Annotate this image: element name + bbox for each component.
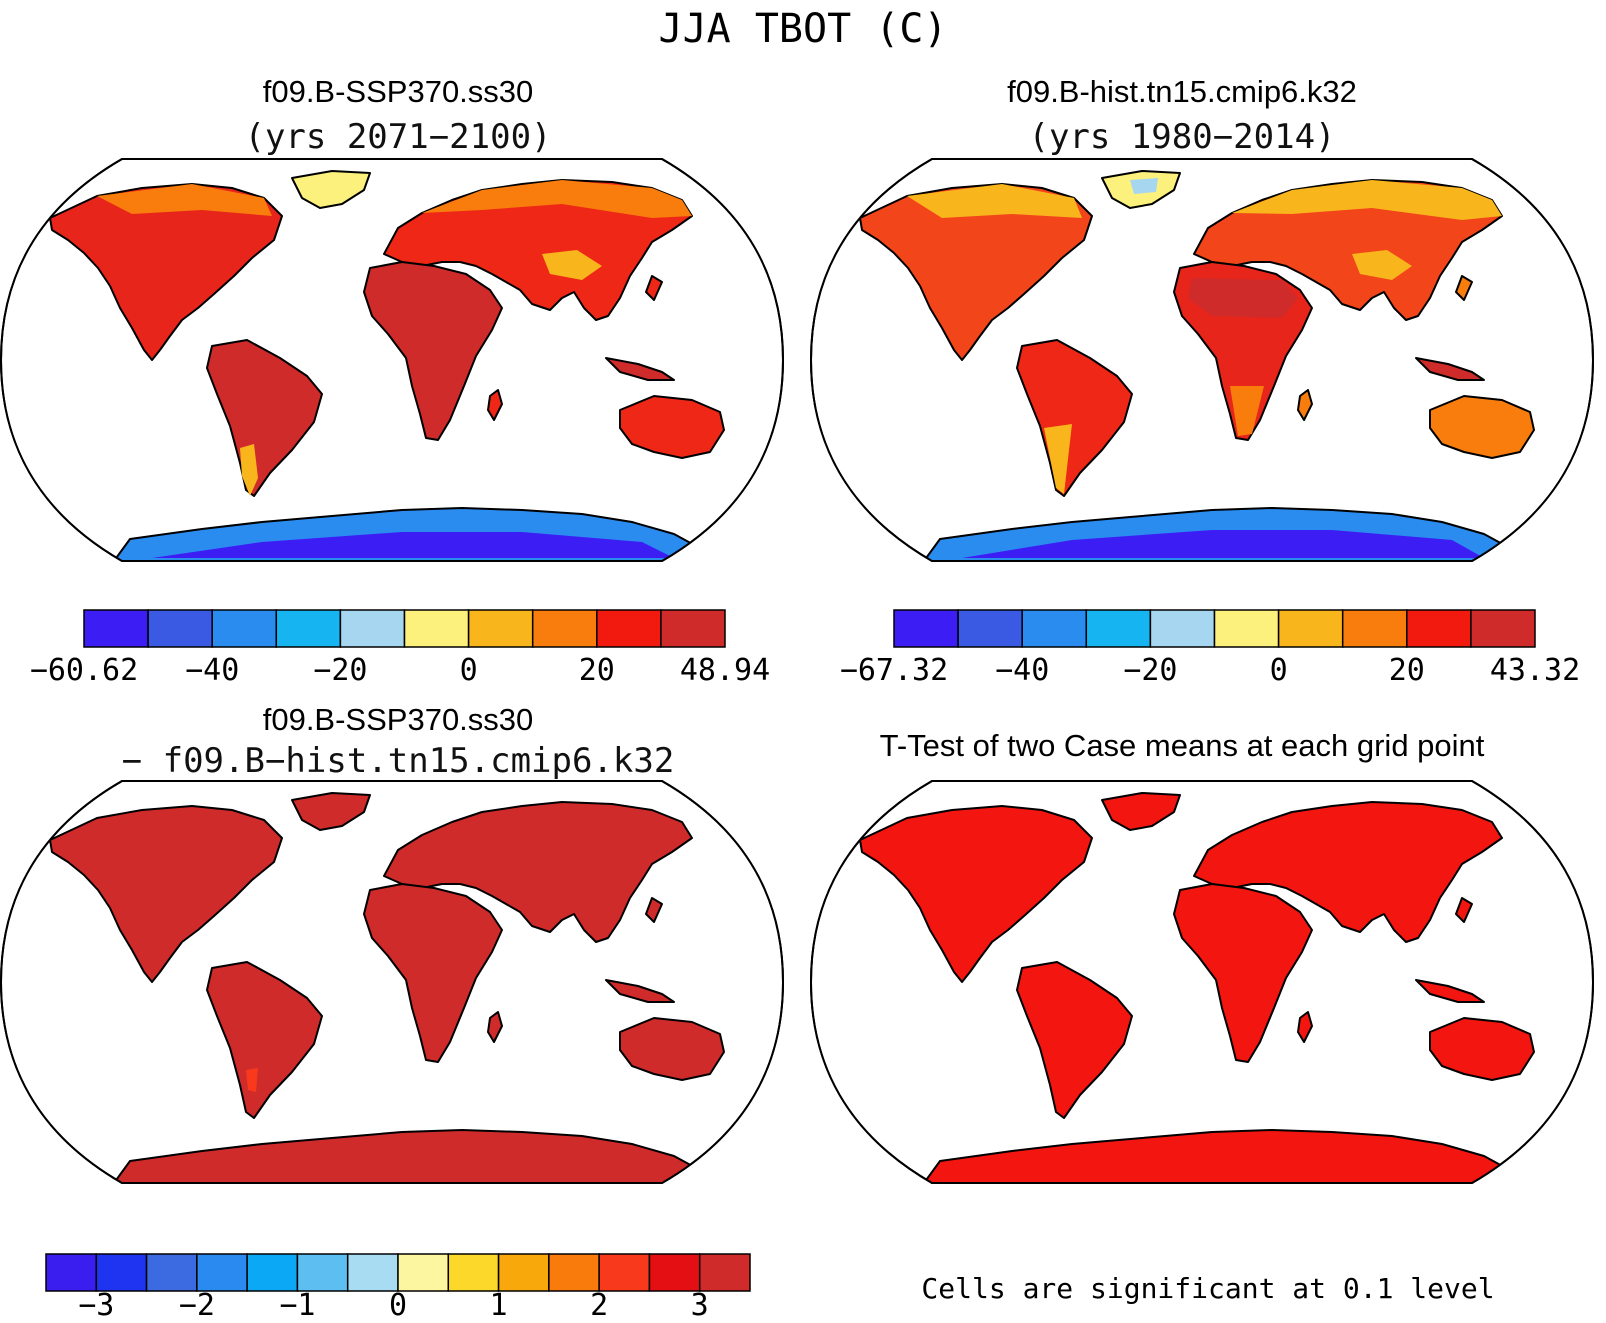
colorbar-box (246, 1253, 299, 1292)
colorbar-tick-label: 48.94 (680, 653, 770, 688)
colorbar-box (893, 609, 959, 648)
colorbar-box (145, 1253, 198, 1292)
colorbar-box (147, 609, 213, 648)
colorbar-tick-label: 0 (389, 1288, 407, 1323)
contour-canada-north (907, 184, 1082, 218)
colorbar-box (45, 1253, 98, 1292)
panel-title: T-Test of two Case means at each grid po… (880, 728, 1485, 763)
colorbar-box (648, 1253, 701, 1292)
colorbar-tick-label: −3 (78, 1288, 114, 1323)
colorbar-box (339, 609, 406, 648)
colorbar-tick-label: −20 (313, 653, 367, 688)
colorbar-box (83, 609, 149, 648)
contour-antarctic-interior (152, 532, 674, 558)
panel-subtitle: − f09.B−hist.tn15.cmip6.k32 (122, 741, 675, 781)
panel-case1: f09.B-SSP370.ss30 (yrs 2071−2100) (0, 74, 784, 688)
colorbar-box (275, 609, 342, 648)
contour-patagonia (1044, 424, 1072, 494)
panel-title: f09.B-SSP370.ss30 (263, 74, 534, 109)
contour-arctic-band (1232, 180, 1502, 220)
colorbar-tick-label: 20 (579, 653, 615, 688)
colorbar-box (296, 1253, 349, 1292)
colorbar-box (467, 609, 534, 648)
colorbar-tick-label: −60.62 (30, 653, 138, 688)
panel-case2: f09.B-hist.tn15.cmip6.k32 (yrs 1980−2014… (810, 74, 1594, 688)
colorbar-tick-label: −40 (185, 653, 239, 688)
contour-sahara (1188, 278, 1298, 318)
colorbar-box (211, 609, 278, 648)
colorbar-box (1149, 609, 1216, 648)
panel-title: f09.B-SSP370.ss30 (263, 702, 534, 737)
colorbar-box (397, 1253, 450, 1292)
panel-subtitle: (yrs 2071−2100) (244, 117, 551, 157)
colorbar-box (548, 1253, 600, 1292)
colorbar-box (1085, 609, 1152, 648)
colorbar-tick-label: 43.32 (1490, 653, 1580, 688)
contour-patagonia (246, 1068, 258, 1092)
panel-diff: f09.B-SSP370.ss30 − f09.B−hist.tn15.cmip… (0, 702, 784, 1323)
map-ttest (810, 780, 1594, 1184)
colorbar-box (346, 1253, 399, 1292)
colorbar-box (95, 1253, 148, 1292)
map-case1 (0, 158, 784, 562)
colorbar-box (1277, 609, 1344, 648)
colorbar-tick-label: 2 (590, 1288, 608, 1323)
panel-ttest: T-Test of two Case means at each grid po… (810, 728, 1594, 1305)
map-case2 (810, 158, 1594, 562)
colorbar-box (497, 1253, 550, 1292)
colorbar-box (1406, 609, 1472, 648)
colorbar-case1: −60.62 −40 −20 0 20 48.94 (30, 609, 770, 688)
significance-footnote: Cells are significant at 0.1 level (921, 1272, 1494, 1305)
map-diff (0, 780, 784, 1184)
colorbar-tick-label: 0 (460, 653, 478, 688)
colorbar-box (598, 1253, 651, 1292)
colorbar-box (596, 609, 662, 648)
panel-title: f09.B-hist.tn15.cmip6.k32 (1007, 74, 1357, 109)
colorbar-tick-label: −20 (1123, 653, 1177, 688)
colorbar-box (1470, 609, 1536, 648)
contour-arctic-band (422, 180, 692, 218)
contour-canada-north (97, 184, 272, 216)
colorbar-box (957, 609, 1023, 648)
colorbar-tick-label: −67.32 (840, 653, 948, 688)
contour-greenland-ice (1130, 178, 1158, 194)
contour-tibet (542, 250, 602, 280)
colorbar-box (660, 609, 726, 648)
colorbar-box (531, 609, 598, 648)
colorbar-tick-label: −2 (179, 1288, 215, 1323)
colorbar-tick-label: 1 (490, 1288, 508, 1323)
colorbar-tick-label: 0 (1270, 653, 1288, 688)
colorbar-box (1341, 609, 1408, 648)
contour-andes (240, 444, 258, 496)
contour-tibet (1352, 250, 1412, 280)
colorbar-tick-label: −40 (995, 653, 1049, 688)
colorbar-box (1021, 609, 1088, 648)
contour-southern-africa (1230, 386, 1264, 436)
colorbar-box (698, 1253, 751, 1292)
contour-antarctic-interior (962, 530, 1484, 558)
colorbar-diff: −3 −2 −1 0 1 2 3 (45, 1253, 751, 1323)
colorbar-box (196, 1253, 248, 1292)
colorbar-box (1213, 609, 1280, 648)
panel-subtitle: (yrs 1980−2014) (1028, 117, 1335, 157)
colorbar-tick-label: 3 (691, 1288, 709, 1323)
colorbar-tick-label: 20 (1389, 653, 1425, 688)
colorbar-box (447, 1253, 500, 1292)
colorbar-case2: −67.32 −40 −20 0 20 43.32 (840, 609, 1580, 688)
figure-title: JJA TBOT (C) (659, 6, 948, 52)
colorbar-box (403, 609, 470, 648)
colorbar-tick-label: −1 (279, 1288, 315, 1323)
